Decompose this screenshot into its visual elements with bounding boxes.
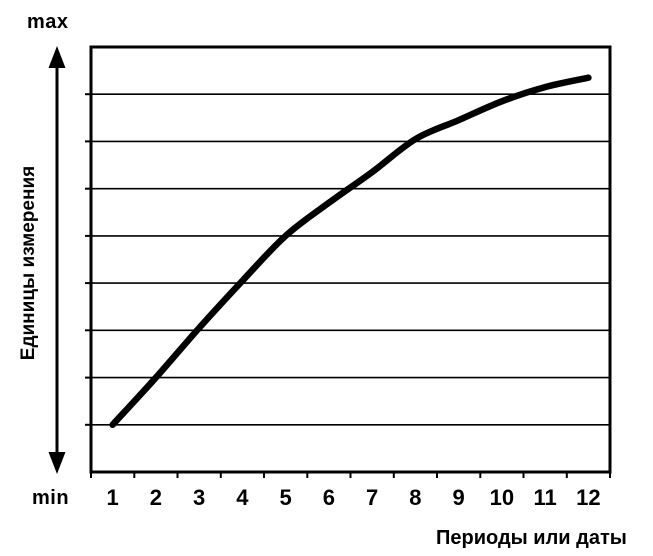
x-tick-label: 3 [192, 485, 206, 510]
x-tick-label: 4 [236, 485, 249, 510]
gridlines [91, 93, 610, 426]
x-tick-label: 6 [322, 485, 336, 510]
y-axis-min-label: min [32, 487, 70, 509]
x-tick-label: 8 [409, 485, 422, 510]
x-tick-label: 1 [106, 485, 119, 510]
x-tick-label: 11 [533, 485, 557, 510]
x-tick-label: 12 [576, 485, 601, 510]
x-tick-label: 5 [279, 485, 292, 510]
axis-ticks [85, 93, 611, 478]
y-axis-max-label: max [27, 11, 69, 33]
x-tick-label: 2 [149, 485, 163, 510]
plot-border [89, 45, 612, 474]
y-axis-title: Единицы измерения [18, 165, 39, 361]
x-tick-label: 7 [365, 485, 379, 510]
data-curve [109, 74, 592, 429]
x-tick-label: 10 [489, 485, 515, 510]
x-tick-label: 9 [452, 485, 465, 510]
x-axis-title: Периоды или даты [436, 527, 627, 549]
y-axis-arrow [48, 46, 66, 474]
